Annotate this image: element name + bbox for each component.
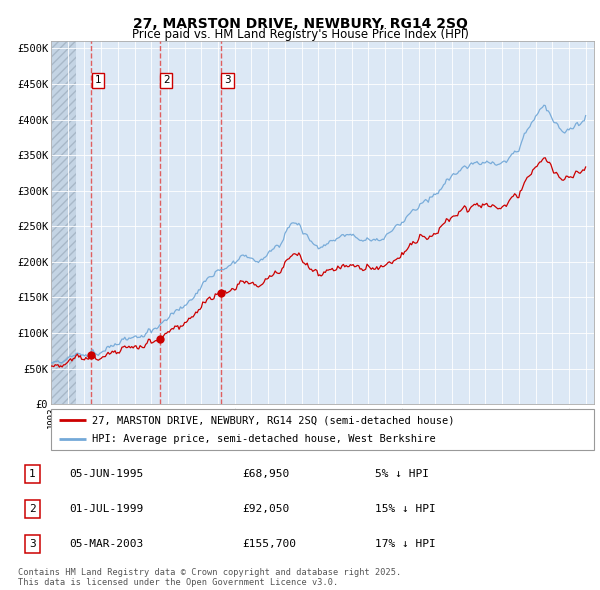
Text: 05-JUN-1995: 05-JUN-1995 <box>70 469 144 479</box>
Text: 17% ↓ HPI: 17% ↓ HPI <box>375 539 436 549</box>
Text: 1: 1 <box>95 76 101 86</box>
Text: 27, MARSTON DRIVE, NEWBURY, RG14 2SQ (semi-detached house): 27, MARSTON DRIVE, NEWBURY, RG14 2SQ (se… <box>92 415 454 425</box>
Text: £68,950: £68,950 <box>242 469 290 479</box>
Bar <box>51 41 76 404</box>
Text: 05-MAR-2003: 05-MAR-2003 <box>70 539 144 549</box>
Text: Price paid vs. HM Land Registry's House Price Index (HPI): Price paid vs. HM Land Registry's House … <box>131 28 469 41</box>
Text: £92,050: £92,050 <box>242 504 290 514</box>
Text: Contains HM Land Registry data © Crown copyright and database right 2025.
This d: Contains HM Land Registry data © Crown c… <box>18 568 401 587</box>
Text: 01-JUL-1999: 01-JUL-1999 <box>70 504 144 514</box>
Text: HPI: Average price, semi-detached house, West Berkshire: HPI: Average price, semi-detached house,… <box>92 434 436 444</box>
Text: 1: 1 <box>29 469 35 479</box>
Text: 5% ↓ HPI: 5% ↓ HPI <box>375 469 429 479</box>
Text: £155,700: £155,700 <box>242 539 296 549</box>
Text: 27, MARSTON DRIVE, NEWBURY, RG14 2SQ: 27, MARSTON DRIVE, NEWBURY, RG14 2SQ <box>133 17 467 31</box>
Text: 3: 3 <box>224 76 231 86</box>
Text: 2: 2 <box>163 76 170 86</box>
Text: 15% ↓ HPI: 15% ↓ HPI <box>375 504 436 514</box>
Text: 2: 2 <box>29 504 35 514</box>
Text: 3: 3 <box>29 539 35 549</box>
